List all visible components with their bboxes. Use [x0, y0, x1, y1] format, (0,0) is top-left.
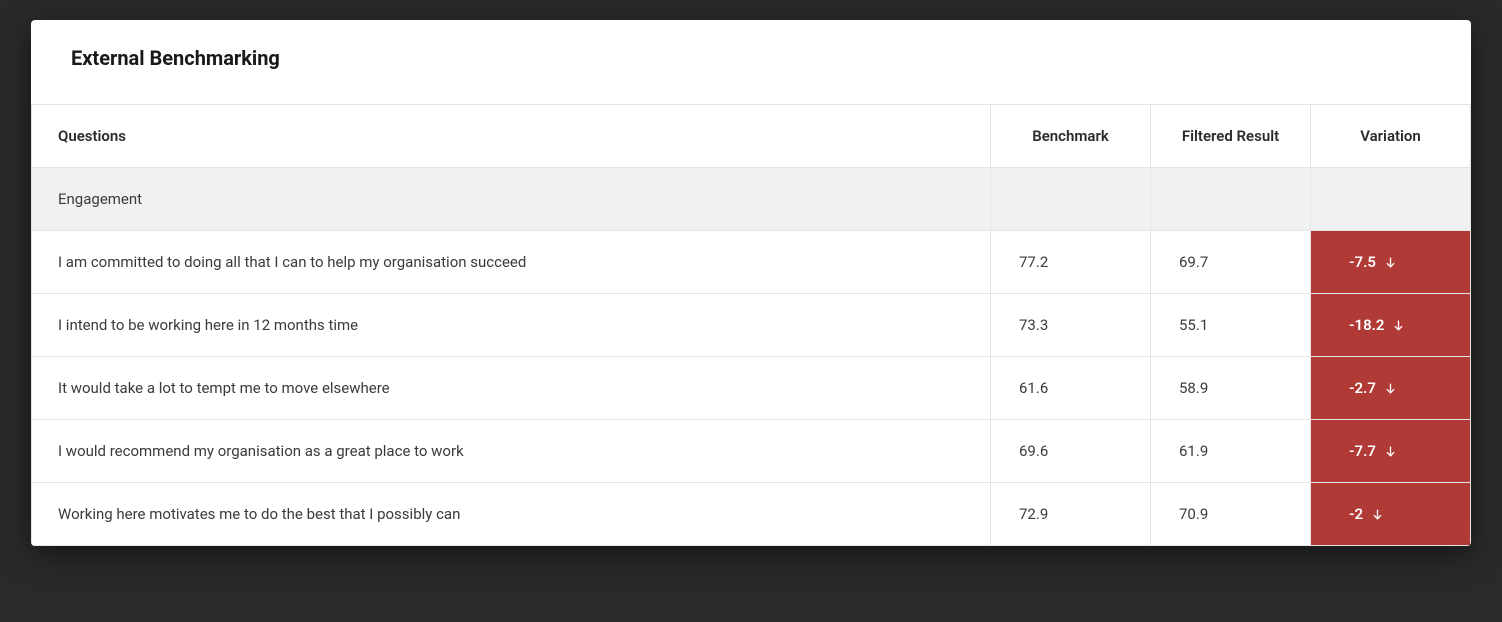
col-header-questions: Questions	[32, 105, 991, 168]
variation-content: -7.7	[1349, 442, 1397, 460]
col-header-benchmark: Benchmark	[991, 105, 1151, 168]
benchmark-card: External Benchmarking Questions Benchmar…	[31, 20, 1471, 546]
cell-question: Working here motivates me to do the best…	[32, 483, 991, 546]
cell-benchmark: 69.6	[991, 420, 1151, 483]
variation-value: -2	[1349, 505, 1363, 523]
col-header-variation: Variation	[1311, 105, 1471, 168]
arrow-down-icon	[1392, 319, 1405, 332]
variation-value: -7.7	[1349, 442, 1376, 460]
arrow-down-icon	[1384, 256, 1397, 269]
table-row: I am committed to doing all that I can t…	[32, 231, 1471, 294]
cell-filtered: 58.9	[1151, 357, 1311, 420]
cell-question: I am committed to doing all that I can t…	[32, 231, 991, 294]
cell-variation: -2	[1311, 483, 1471, 546]
variation-value: -18.2	[1349, 316, 1384, 334]
cell-benchmark: 73.3	[991, 294, 1151, 357]
cell-filtered: 61.9	[1151, 420, 1311, 483]
cell-variation: -7.7	[1311, 420, 1471, 483]
cell-question: It would take a lot to tempt me to move …	[32, 357, 991, 420]
table-header-row: Questions Benchmark Filtered Result Vari…	[32, 105, 1471, 168]
cell-variation: -7.5	[1311, 231, 1471, 294]
cell-filtered: 55.1	[1151, 294, 1311, 357]
cell-benchmark: 61.6	[991, 357, 1151, 420]
variation-content: -2	[1349, 505, 1384, 523]
cell-filtered: 69.7	[1151, 231, 1311, 294]
cell-benchmark: 77.2	[991, 231, 1151, 294]
variation-content: -2.7	[1349, 379, 1397, 397]
cell-question: I would recommend my organisation as a g…	[32, 420, 991, 483]
category-empty	[1311, 168, 1471, 231]
benchmark-table: Questions Benchmark Filtered Result Vari…	[31, 104, 1471, 546]
table-row: Working here motivates me to do the best…	[32, 483, 1471, 546]
arrow-down-icon	[1384, 382, 1397, 395]
table-row: I would recommend my organisation as a g…	[32, 420, 1471, 483]
table-row: It would take a lot to tempt me to move …	[32, 357, 1471, 420]
category-empty	[1151, 168, 1311, 231]
variation-content: -7.5	[1349, 253, 1397, 271]
variation-value: -7.5	[1349, 253, 1376, 271]
category-row: Engagement	[32, 168, 1471, 231]
cell-filtered: 70.9	[1151, 483, 1311, 546]
cell-question: I intend to be working here in 12 months…	[32, 294, 991, 357]
variation-content: -18.2	[1349, 316, 1405, 334]
col-header-filtered: Filtered Result	[1151, 105, 1311, 168]
category-label: Engagement	[32, 168, 991, 231]
table-body: Engagement I am committed to doing all t…	[32, 168, 1471, 546]
arrow-down-icon	[1371, 508, 1384, 521]
card-title: External Benchmarking	[31, 20, 1471, 104]
variation-value: -2.7	[1349, 379, 1376, 397]
cell-benchmark: 72.9	[991, 483, 1151, 546]
arrow-down-icon	[1384, 445, 1397, 458]
cell-variation: -2.7	[1311, 357, 1471, 420]
cell-variation: -18.2	[1311, 294, 1471, 357]
table-row: I intend to be working here in 12 months…	[32, 294, 1471, 357]
category-empty	[991, 168, 1151, 231]
